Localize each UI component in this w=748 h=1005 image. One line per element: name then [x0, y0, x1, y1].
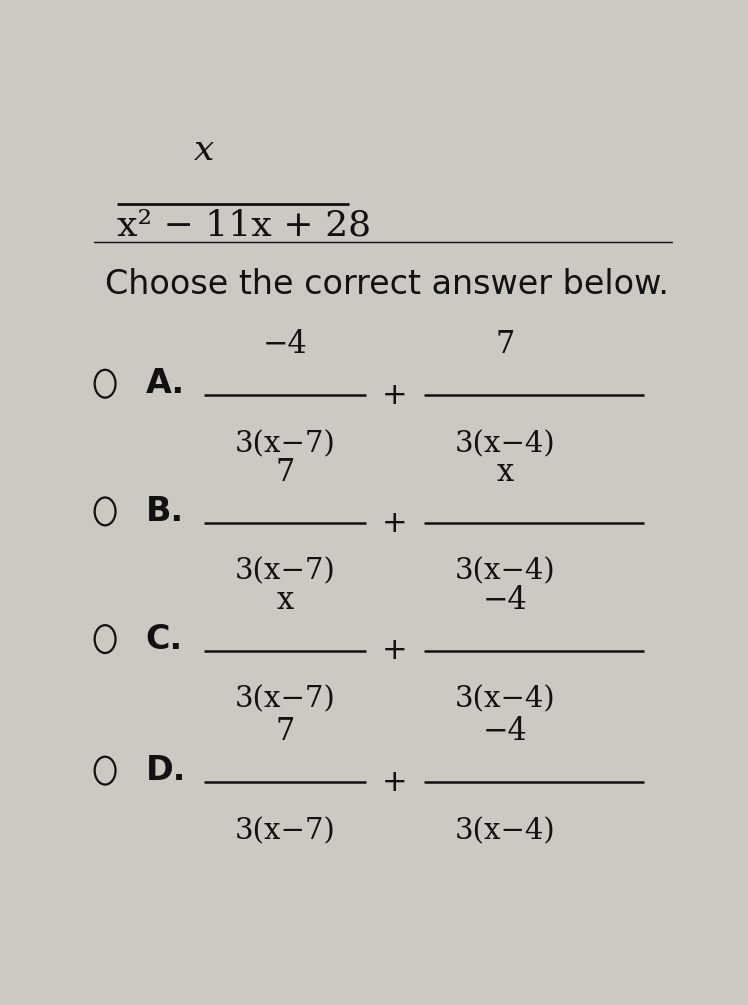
Text: B.: B. — [146, 494, 184, 528]
Text: C.: C. — [146, 622, 183, 655]
Text: +: + — [382, 381, 408, 410]
Text: −4: −4 — [482, 585, 527, 616]
Text: x: x — [497, 457, 514, 488]
Text: 7: 7 — [275, 457, 295, 488]
Text: x: x — [194, 133, 214, 167]
Text: 3(x−4): 3(x−4) — [455, 685, 556, 714]
Text: 3(x−7): 3(x−7) — [234, 430, 335, 458]
Text: x² − 11x + 28: x² − 11x + 28 — [117, 208, 371, 242]
Text: +: + — [382, 509, 408, 538]
Text: 7: 7 — [275, 717, 295, 748]
Text: D.: D. — [146, 754, 186, 787]
Text: 3(x−4): 3(x−4) — [455, 558, 556, 586]
Text: A.: A. — [146, 367, 185, 400]
Text: 3(x−7): 3(x−7) — [234, 817, 335, 845]
Text: 3(x−7): 3(x−7) — [234, 558, 335, 586]
Text: Choose the correct answer below.: Choose the correct answer below. — [105, 267, 669, 300]
Text: 3(x−4): 3(x−4) — [455, 817, 556, 845]
Text: 3(x−4): 3(x−4) — [455, 430, 556, 458]
Text: 3(x−7): 3(x−7) — [234, 685, 335, 714]
Text: −4: −4 — [482, 717, 527, 748]
Text: +: + — [382, 636, 408, 665]
Text: 7: 7 — [495, 330, 515, 361]
Text: −4: −4 — [263, 330, 307, 361]
Text: x: x — [276, 585, 293, 616]
Text: +: + — [382, 768, 408, 797]
